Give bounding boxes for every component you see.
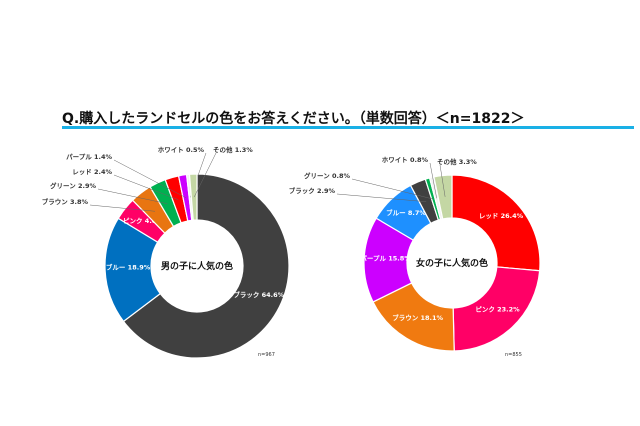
leader-line — [351, 178, 434, 200]
page-title: Q.購入したランドセルの色をお答えください。（単数回答）＜n=1822＞ — [62, 111, 525, 127]
slice-label: ブルー 18.9% — [106, 262, 151, 271]
leader-line — [336, 193, 427, 202]
sample-size-note: n=967 — [258, 352, 275, 358]
leader-line — [113, 159, 187, 199]
chart-center-title: 女の子に人気の色 — [416, 257, 488, 269]
sample-size-note: n=855 — [505, 352, 522, 358]
slice-label: ブラック 64.6% — [233, 290, 284, 299]
donut-slice-1-1 — [452, 266, 541, 352]
leader-line — [429, 162, 437, 199]
slice-label: レッド 26.4% — [479, 212, 524, 220]
slice-label: レッド 2.4% — [72, 168, 112, 176]
slice-label: グリーン 0.8% — [304, 171, 350, 180]
slice-label: ブルー 8.7% — [386, 208, 426, 217]
slice-label: ピンク 4.0% — [123, 216, 163, 225]
donut-slice-1-0 — [451, 174, 541, 272]
slice-label: グリーン 2.9% — [50, 181, 96, 190]
slice-label: ホワイト 0.8% — [382, 156, 429, 164]
donut-slice-0-0 — [122, 173, 290, 359]
slice-label: その他 1.3% — [213, 145, 253, 154]
leader-line — [113, 174, 179, 200]
slice-label: その他 3.3% — [437, 157, 477, 166]
leader-line — [89, 204, 156, 212]
chart-center-title: 男の子に人気の色 — [161, 260, 233, 272]
leader-line — [439, 164, 446, 197]
slice-label: ピンク 23.2% — [475, 304, 520, 313]
donut-slice-1-8 — [433, 174, 453, 220]
slice-label: ホワイト 0.5% — [158, 146, 205, 154]
slice-label: ブラック 2.9% — [289, 186, 336, 195]
donut-slice-0-8 — [188, 173, 198, 221]
leader-line — [97, 188, 168, 204]
slice-label: ブラウン 3.8% — [42, 197, 89, 206]
title-underline — [62, 126, 634, 129]
slice-label: パープル 15.8% — [360, 253, 411, 262]
slice-label: パープル 1.4% — [66, 152, 112, 161]
slice-label: ブラウン 18.1% — [392, 313, 443, 322]
leader-line — [193, 152, 217, 198]
